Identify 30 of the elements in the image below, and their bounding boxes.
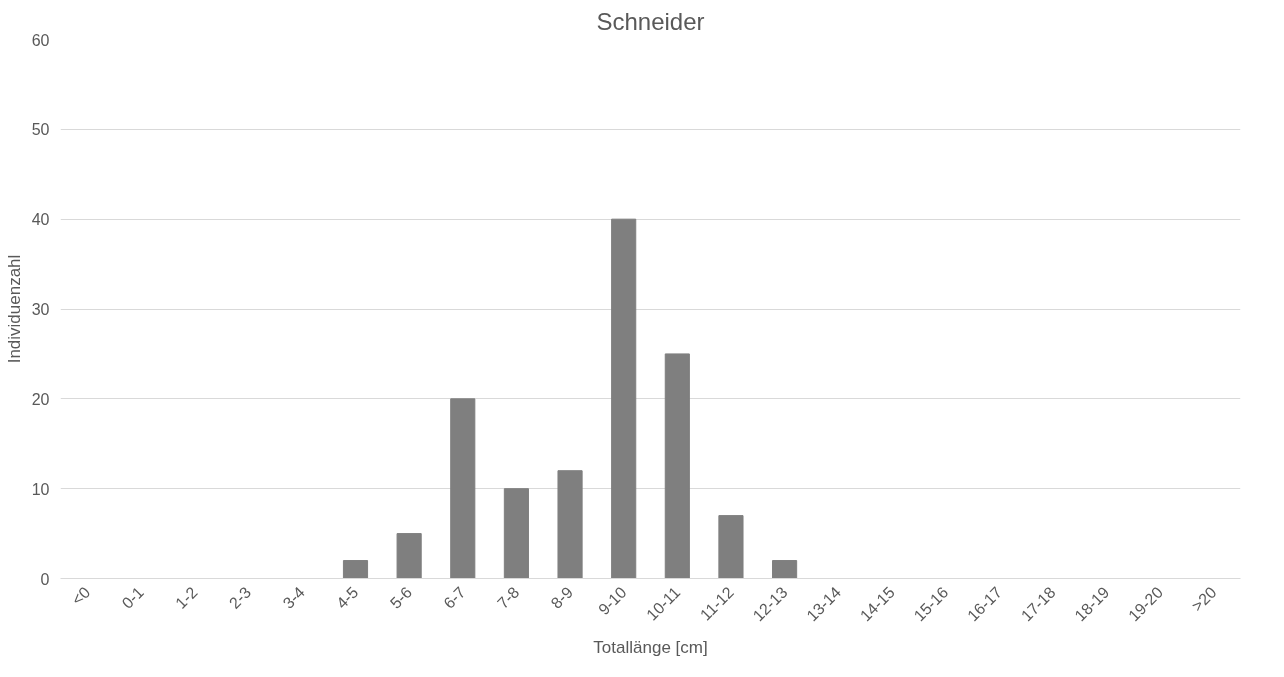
x-tick-label: 3-4: [279, 583, 308, 612]
bar: [611, 218, 637, 579]
x-tick-label: 8-9: [547, 583, 577, 612]
x-tick-label: >20: [1188, 583, 1220, 615]
bar: [450, 398, 476, 579]
bar: [503, 488, 529, 579]
x-axis-title: Totallänge [cm]: [593, 638, 708, 658]
bar: [557, 470, 583, 579]
y-tick-label: 0: [40, 570, 50, 588]
y-tick-label: 60: [31, 31, 50, 49]
y-tick-label: 10: [31, 480, 50, 498]
x-tick-label: 0-1: [118, 583, 148, 612]
bar: [718, 515, 744, 579]
x-tick-label: 2-3: [225, 583, 255, 612]
y-tick-label: 50: [31, 121, 50, 139]
x-tick-label: 6-7: [440, 583, 469, 612]
x-tick-label: 4-5: [333, 583, 362, 612]
bar: [664, 353, 690, 579]
y-tick-label: 30: [31, 301, 50, 318]
y-tick-label: 20: [31, 390, 50, 408]
x-tick-label: 7-8: [494, 583, 523, 612]
x-tick-label: 5-6: [386, 583, 416, 612]
bar: [396, 533, 422, 579]
bar: [772, 560, 798, 579]
x-tick-label: <0: [68, 583, 94, 609]
y-tick-label: 40: [31, 211, 50, 229]
y-axis-title: Individuenzahl: [4, 254, 24, 364]
x-tick-label: 1-2: [172, 583, 201, 612]
bar: [342, 560, 369, 579]
chart-title: Schneider: [596, 7, 705, 35]
